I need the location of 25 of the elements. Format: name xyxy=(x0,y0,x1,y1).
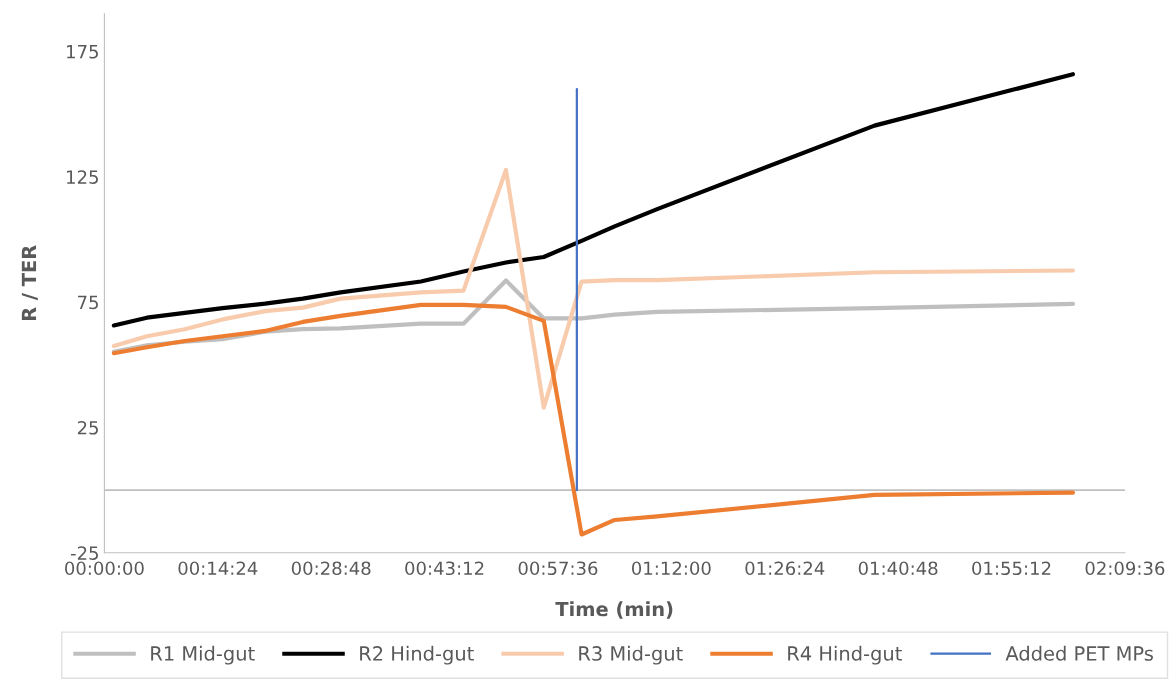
y-tick-label: 125 xyxy=(67,170,98,184)
x-tick-label: 00:57:36 xyxy=(518,561,598,576)
legend-label: R3 Mid-gut xyxy=(579,645,683,665)
line-series xyxy=(111,302,1076,537)
y-axis-title: R / TER xyxy=(21,245,38,321)
x-tick-label: 01:26:24 xyxy=(745,561,825,576)
y-tick-label: -25 xyxy=(70,546,98,560)
y-tick-label: 75 xyxy=(78,295,98,310)
legend-label: R4 Hind-gut xyxy=(788,645,902,665)
y-tick-label: 175 xyxy=(67,45,98,59)
x-axis-title: Time (min) xyxy=(555,601,673,619)
x-tick-label: 01:55:12 xyxy=(972,561,1051,576)
x-tick-label: 01:12:00 xyxy=(631,561,711,576)
line-series xyxy=(111,72,1076,328)
legend-label: R2 Hind-gut xyxy=(360,645,474,665)
legend-label: Added PET MPs xyxy=(1005,645,1153,661)
x-tick-label: 00:00:00 xyxy=(65,561,144,576)
legend-label: R1 Mid-gut xyxy=(151,645,255,665)
x-tick-label: 00:14:24 xyxy=(178,561,258,576)
x-tick-label: 02:09:36 xyxy=(1085,561,1165,576)
x-tick-label: 00:28:48 xyxy=(291,561,371,576)
line-series xyxy=(111,167,1076,410)
x-tick-label: 00:43:12 xyxy=(405,561,484,576)
x-tick-label: 01:40:48 xyxy=(858,561,938,576)
y-tick-label: 25 xyxy=(77,420,98,435)
